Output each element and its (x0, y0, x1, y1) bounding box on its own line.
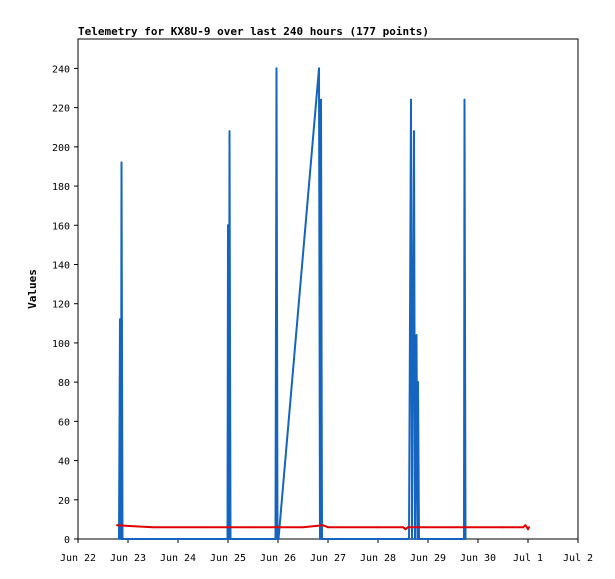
data-point (318, 67, 320, 70)
data-point (302, 526, 304, 529)
data-point (275, 67, 278, 70)
y-tick-label: 120 (52, 300, 70, 311)
data-point (277, 538, 280, 540)
x-axis: Jun 22 Jun 23 Jun 24 Jun 25 Jun 26 Jun 27 Jun … (60, 539, 593, 564)
y-tick-label: 0 (64, 535, 70, 546)
data-point (527, 528, 529, 531)
data-point (407, 526, 409, 529)
data-point (416, 538, 419, 540)
data-point (417, 381, 419, 384)
data-point (320, 98, 322, 101)
data-point (524, 524, 527, 527)
plot-area (77, 38, 579, 540)
data-point (202, 526, 204, 529)
x-tick-label: Jun 30 (460, 553, 496, 564)
data-point (322, 524, 324, 527)
x-tick-label: Jul 2 (563, 553, 593, 564)
chart-title: Telemetry for KX8U-9 over last 240 hours… (78, 25, 429, 38)
data-point (227, 224, 229, 227)
data-point (119, 318, 121, 321)
data-point (464, 538, 467, 540)
y-tick-label: 20 (58, 496, 70, 507)
y-axis-label: Values (26, 269, 39, 309)
series-1 (118, 67, 467, 540)
data-point (121, 538, 124, 540)
data-point (228, 538, 230, 540)
y-tick-label: 160 (52, 221, 70, 232)
data-point (418, 538, 420, 540)
data-point (274, 538, 277, 540)
y-tick-label: 80 (58, 378, 70, 389)
data-point (528, 526, 530, 529)
series-2 (116, 524, 530, 531)
y-tick-label: 60 (58, 417, 70, 428)
data-point (411, 538, 413, 540)
x-tick-label: Jun 26 (260, 553, 296, 564)
y-tick-label: 40 (58, 457, 70, 468)
data-point (327, 526, 329, 529)
data-point (415, 334, 418, 337)
y-tick-label: 220 (52, 104, 70, 115)
data-point (502, 526, 504, 529)
data-point (408, 538, 410, 540)
x-tick-label: Jun 25 (210, 553, 246, 564)
data-point (228, 130, 231, 133)
data-point (252, 526, 254, 529)
x-tick-label: Jun 23 (110, 553, 146, 564)
data-point (522, 526, 524, 529)
x-tick-label: Jun 24 (160, 553, 196, 564)
data-point (413, 130, 415, 133)
y-tick-label: 100 (52, 339, 70, 350)
series-layer (116, 67, 530, 540)
x-tick-label: Jun 27 (310, 553, 346, 564)
data-point (377, 526, 379, 529)
y-tick-label: 180 (52, 182, 70, 193)
data-point (319, 538, 321, 540)
data-point (414, 538, 416, 540)
x-tick-label: Jun 29 (410, 553, 446, 564)
data-point (229, 538, 232, 540)
y-axis: 0 20 40 60 80 100 120 140 160 180 200 220 240 (52, 64, 78, 546)
x-tick-label: Jun 22 (60, 553, 96, 564)
data-point (120, 161, 123, 164)
y-tick-label: 200 (52, 143, 70, 154)
data-point (321, 538, 323, 540)
x-tick-label: Jun 28 (360, 553, 396, 564)
y-tick-label: 140 (52, 260, 70, 271)
data-point (402, 526, 404, 529)
data-point (410, 98, 412, 101)
data-point (452, 526, 454, 529)
data-point (404, 528, 407, 531)
y-tick-label: 240 (52, 64, 70, 75)
data-point (226, 538, 229, 540)
data-point (120, 538, 122, 540)
data-point (118, 538, 120, 540)
data-point (409, 318, 411, 321)
x-tick-label: Jul 1 (513, 553, 543, 564)
data-point (463, 98, 466, 101)
data-point (152, 526, 154, 529)
data-point (116, 524, 118, 527)
data-point (463, 538, 465, 540)
